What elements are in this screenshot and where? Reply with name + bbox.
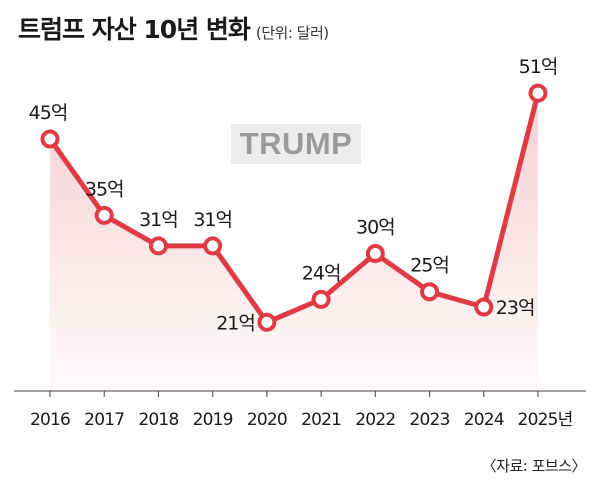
x-tick-label-2021: 2021 xyxy=(301,410,341,430)
data-point-2019 xyxy=(203,236,223,256)
series-line xyxy=(47,90,541,325)
data-label-2022: 30억 xyxy=(356,217,395,239)
x-tick-label-2022: 2022 xyxy=(355,410,395,430)
data-point-2021 xyxy=(311,289,331,309)
x-tick-label-2025년: 2025년 xyxy=(518,410,573,430)
x-tick-label-2023: 2023 xyxy=(410,410,450,430)
chart-title: 트럼프 자산 10년 변화 xyxy=(18,15,251,44)
data-point-2018 xyxy=(148,236,168,256)
x-tick-label-2020: 2020 xyxy=(247,410,287,430)
data-point-2024 xyxy=(474,297,494,317)
data-point-2023 xyxy=(420,282,440,302)
area-fill xyxy=(50,93,538,391)
source-note: 〈자료: 포브스〉 xyxy=(481,457,587,475)
data-label-2017: 35억 xyxy=(85,178,124,200)
x-tick-label-2016: 2016 xyxy=(30,410,70,430)
data-point-2016 xyxy=(40,129,60,149)
unit-note: (단위: 달러) xyxy=(255,24,329,42)
trump-watermark: TRUMP xyxy=(231,124,361,164)
data-label-2025년: 51억 xyxy=(519,56,558,78)
data-point-2022 xyxy=(365,244,385,264)
x-tick-label-2018: 2018 xyxy=(138,410,178,430)
data-label-2019: 31억 xyxy=(193,209,232,231)
data-label-2018: 31억 xyxy=(139,209,178,231)
x-tick-label-2017: 2017 xyxy=(84,410,124,430)
data-label-2024: 23억 xyxy=(496,297,535,319)
data-point-2020 xyxy=(257,312,277,332)
title-block: 트럼프 자산 10년 변화 (단위: 달러) xyxy=(18,10,329,46)
data-point-2025년 xyxy=(528,83,548,103)
data-label-2020: 21억 xyxy=(216,312,255,334)
data-label-2021: 24억 xyxy=(302,262,341,284)
data-point-2017 xyxy=(94,205,114,225)
x-tick-label-2019: 2019 xyxy=(193,410,233,430)
data-label-2016: 45억 xyxy=(29,102,68,124)
data-label-2023: 25억 xyxy=(410,255,449,277)
x-tick-label-2024: 2024 xyxy=(464,410,504,430)
